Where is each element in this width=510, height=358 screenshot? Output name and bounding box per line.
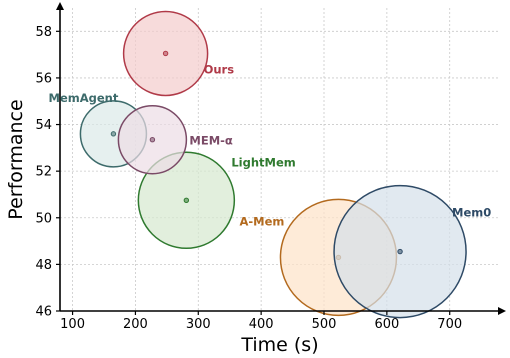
y-tick-label: 58 xyxy=(35,25,52,40)
bubble-center-point xyxy=(183,197,190,203)
bubble-labels: Ours MemAgent MEM-α LightMem A-Mem Mem0 xyxy=(49,62,492,228)
x-tick-label: 500 xyxy=(312,317,337,332)
y-tick-label: 50 xyxy=(35,211,52,226)
y-axis-title: Performance xyxy=(5,99,27,219)
axes xyxy=(56,2,506,315)
bubble-center-point xyxy=(149,136,156,143)
y-tick-label: 48 xyxy=(35,258,52,273)
ticks: 100 200 300 400 500 600 700 46 48 50 52 54 56 58 xyxy=(35,25,462,332)
x-tick-label: 400 xyxy=(249,317,274,332)
x-axis-arrow xyxy=(498,307,506,315)
x-tick-label: 100 xyxy=(60,317,85,332)
x-axis-title: Time (s) xyxy=(240,334,318,356)
x-tick-label: 200 xyxy=(123,317,148,332)
bubble-center-point xyxy=(110,131,117,137)
y-tick-label: 54 xyxy=(35,118,52,133)
bubble-label: MEM-α xyxy=(189,134,233,148)
y-tick-label: 46 xyxy=(35,305,52,320)
y-tick-label: 52 xyxy=(35,165,52,180)
x-tick-label: 700 xyxy=(437,317,462,332)
bubble-label: Mem0 xyxy=(452,206,491,220)
y-tick-label: 56 xyxy=(35,71,52,86)
bubble-center-point xyxy=(397,248,403,255)
bubble-label: Ours xyxy=(204,62,235,76)
y-axis-arrow xyxy=(56,2,64,10)
bubbles xyxy=(79,10,467,319)
bubble-label: A-Mem xyxy=(239,214,284,228)
x-tick-label: 300 xyxy=(186,317,211,332)
bubble-center-point xyxy=(162,50,169,57)
bubble-label: MemAgent xyxy=(49,91,119,105)
x-tick-label: 600 xyxy=(374,317,399,332)
bubble-label: LightMem xyxy=(231,155,295,169)
